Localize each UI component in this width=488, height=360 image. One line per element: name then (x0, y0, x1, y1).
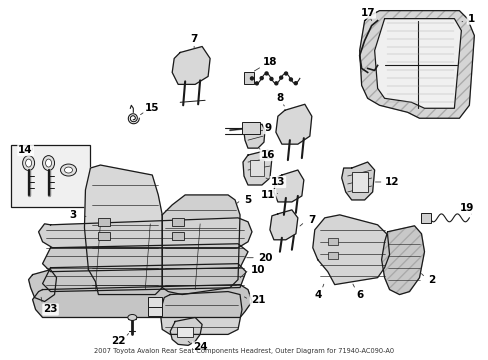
Bar (177, 328, 193, 337)
Text: 15: 15 (145, 103, 159, 113)
Text: 16: 16 (260, 150, 275, 160)
Ellipse shape (25, 159, 32, 167)
Circle shape (279, 76, 282, 79)
Ellipse shape (22, 156, 35, 171)
Text: 2: 2 (427, 275, 434, 285)
Polygon shape (374, 19, 461, 108)
Polygon shape (42, 244, 247, 272)
Circle shape (269, 77, 272, 80)
Text: 9: 9 (264, 123, 271, 133)
Polygon shape (244, 124, 264, 148)
Text: 14: 14 (18, 145, 33, 155)
Bar (98, 218, 110, 226)
Text: 4: 4 (313, 289, 321, 300)
Text: 1: 1 (467, 14, 474, 24)
Circle shape (289, 78, 292, 81)
Text: 7: 7 (190, 33, 198, 44)
Bar (351, 172, 367, 192)
Polygon shape (160, 292, 242, 334)
Text: 13: 13 (270, 177, 285, 187)
Polygon shape (29, 270, 57, 302)
Text: 6: 6 (355, 289, 363, 300)
Polygon shape (243, 150, 271, 185)
Text: 24: 24 (192, 342, 207, 352)
Bar (98, 232, 110, 240)
Polygon shape (341, 162, 374, 200)
Polygon shape (275, 104, 311, 144)
FancyBboxPatch shape (11, 145, 90, 207)
Polygon shape (39, 218, 251, 248)
Text: 20: 20 (257, 253, 272, 263)
Text: 17: 17 (360, 8, 374, 18)
Bar (148, 297, 162, 306)
Polygon shape (172, 46, 210, 84)
Bar (249, 160, 264, 176)
Bar (172, 218, 184, 226)
Bar (148, 306, 162, 316)
Text: 10: 10 (250, 265, 264, 275)
Bar (172, 232, 184, 240)
Bar (327, 252, 337, 259)
Ellipse shape (64, 167, 72, 173)
Ellipse shape (42, 156, 55, 171)
Text: 3: 3 (69, 210, 76, 220)
Bar (244, 72, 253, 84)
Polygon shape (42, 264, 245, 292)
Text: 5: 5 (244, 195, 251, 205)
Text: 19: 19 (459, 203, 473, 213)
Polygon shape (33, 285, 251, 318)
Polygon shape (273, 170, 303, 202)
Circle shape (294, 82, 297, 85)
Bar (242, 122, 260, 134)
Text: 23: 23 (43, 305, 58, 315)
Ellipse shape (61, 164, 76, 176)
Circle shape (264, 72, 267, 75)
Text: 11: 11 (260, 190, 275, 200)
Bar (327, 238, 337, 245)
Polygon shape (312, 215, 389, 285)
Circle shape (260, 77, 263, 80)
Polygon shape (359, 11, 473, 118)
Circle shape (255, 82, 258, 85)
Polygon shape (162, 195, 240, 294)
Bar (421, 213, 430, 223)
Text: 2007 Toyota Avalon Rear Seat Components Headrest, Outer Diagram for 71940-AC090-: 2007 Toyota Avalon Rear Seat Components … (94, 348, 393, 354)
Polygon shape (381, 226, 424, 294)
Circle shape (274, 82, 277, 85)
Polygon shape (269, 210, 297, 240)
Text: 22: 22 (111, 336, 125, 346)
Text: 8: 8 (276, 93, 283, 103)
Ellipse shape (45, 159, 51, 167)
Polygon shape (170, 318, 202, 345)
Polygon shape (84, 165, 162, 294)
Text: 18: 18 (262, 58, 277, 67)
Text: 21: 21 (250, 294, 264, 305)
Text: 12: 12 (384, 177, 398, 187)
Circle shape (284, 72, 287, 75)
Text: 7: 7 (307, 215, 315, 225)
Ellipse shape (127, 315, 137, 320)
Circle shape (250, 77, 253, 80)
